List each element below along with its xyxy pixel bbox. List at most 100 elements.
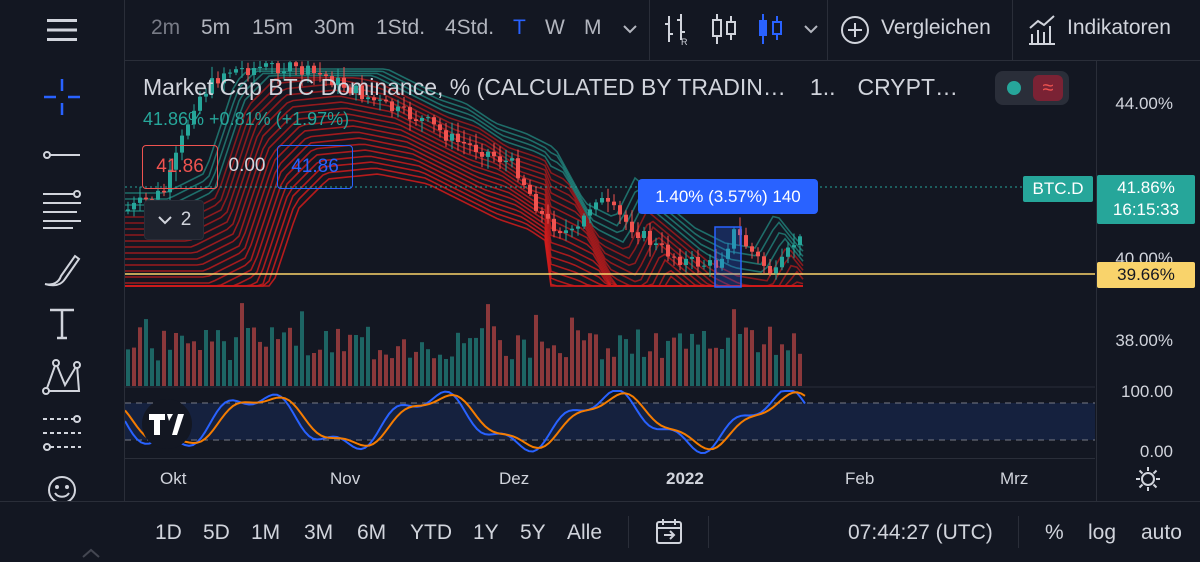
volume-bar [612, 356, 616, 386]
chevron-down-icon[interactable] [802, 22, 820, 36]
candle-body [348, 87, 352, 94]
volume-bar [618, 335, 622, 386]
settings-icon[interactable] [1135, 466, 1161, 492]
volume-bar [282, 332, 286, 386]
candle-body [414, 119, 418, 121]
price-chart[interactable] [125, 61, 1095, 501]
candle-body [762, 256, 766, 266]
volume-bar [396, 346, 400, 386]
measure-box[interactable] [714, 226, 742, 288]
candles-chart-type-icon[interactable] [709, 12, 739, 46]
bar-chart-type-icon[interactable]: R [663, 12, 693, 46]
timeframe-15m[interactable]: 15m [252, 16, 293, 39]
range-3m[interactable]: 3M [304, 521, 334, 544]
volume-bar [630, 353, 634, 386]
candle-body [552, 218, 556, 232]
candle-body [246, 68, 250, 76]
collapse-indicators-button[interactable]: 2 [144, 200, 204, 240]
price-axis[interactable]: 44.00% 40.00% 38.00% 100.00 0.00 41.86% … [1096, 61, 1200, 501]
volume-bar [354, 335, 358, 386]
volume-bar [294, 345, 298, 386]
volume-bar [690, 333, 694, 386]
time-axis[interactable] [125, 458, 1095, 501]
indicators-icon[interactable] [1026, 14, 1058, 46]
candle-body [300, 66, 304, 75]
volume-bar [522, 339, 526, 386]
volume-bar [516, 335, 520, 386]
volume-bar [150, 348, 154, 386]
volume-bar [480, 328, 484, 386]
pattern-tool[interactable] [0, 352, 124, 402]
range-1y[interactable]: 1Y [473, 521, 499, 544]
clock-timezone[interactable]: 07:44:27 (UTC) [848, 521, 993, 544]
indicators-button[interactable]: Indikatoren [1067, 16, 1171, 39]
trend-line-tool[interactable] [0, 130, 124, 180]
candle-body [630, 221, 634, 233]
range-6m[interactable]: 6M [357, 521, 387, 544]
candle-body [606, 198, 610, 202]
volume-bar [168, 349, 172, 386]
fib-retracement-icon [43, 190, 81, 229]
time-tick: Nov [330, 469, 361, 488]
range-1d[interactable]: 1D [155, 521, 182, 544]
volume-bar [336, 328, 340, 386]
log-toggle[interactable]: log [1088, 521, 1117, 544]
volume-bar [420, 342, 424, 386]
range-5y[interactable]: 5Y [520, 521, 546, 544]
candle-body [162, 190, 166, 193]
volume-bar [312, 353, 316, 386]
candle-body [384, 99, 388, 102]
volume-bar [306, 355, 310, 386]
buy-button[interactable]: 41.86 [277, 145, 353, 189]
candle-body [336, 77, 340, 86]
candle-body [600, 198, 604, 203]
sell-button[interactable]: 41.86 [142, 145, 218, 189]
volume-bar [474, 337, 478, 386]
fib-tool[interactable] [0, 185, 124, 235]
crosshair-tool[interactable] [0, 72, 124, 122]
candle-body [726, 248, 730, 259]
candle-body [306, 65, 310, 75]
hollow-candles-icon[interactable] [755, 12, 785, 46]
symbol-title[interactable]: Market Cap BTC Dominance, % (CALCULATED … [143, 74, 959, 100]
volume-bar [144, 319, 148, 386]
timeframe-2m[interactable]: 2m [151, 16, 181, 39]
go-to-date-icon[interactable] [655, 518, 683, 546]
candle-body [660, 243, 664, 245]
status-toggle[interactable]: ≈ [995, 71, 1069, 105]
timeframe-1std[interactable]: 1Std. [376, 16, 426, 39]
volume-bar [456, 332, 460, 386]
candle-body [588, 209, 592, 216]
timeframe-t[interactable]: T [513, 16, 526, 39]
brush-tool[interactable] [0, 245, 124, 295]
candle-body [126, 209, 130, 211]
candle-body [486, 151, 490, 157]
drawing-toolbar [0, 60, 125, 504]
price-tick: 0.00 [1139, 442, 1173, 461]
timeframe-w[interactable]: W [545, 16, 565, 39]
auto-toggle[interactable]: auto [1141, 521, 1182, 544]
timeframe-4std[interactable]: 4Std. [445, 16, 495, 39]
timeframe-5m[interactable]: 5m [201, 16, 231, 39]
chevron-up-icon[interactable] [80, 546, 102, 560]
volume-bar [432, 358, 436, 386]
candle-body [678, 256, 682, 265]
compare-button[interactable]: Vergleichen [881, 16, 991, 39]
text-tool[interactable] [0, 298, 124, 348]
range-1m[interactable]: 1M [251, 521, 281, 544]
range-all[interactable]: Alle [567, 521, 603, 544]
volume-bar [216, 330, 220, 386]
chevron-down-icon[interactable] [621, 22, 639, 36]
projection-tool[interactable] [0, 408, 124, 458]
timeframe-m[interactable]: M [584, 16, 602, 39]
range-ytd[interactable]: YTD [410, 521, 452, 544]
menu-button[interactable] [0, 0, 125, 60]
timeframe-30m[interactable]: 30m [314, 16, 355, 39]
range-5d[interactable]: 5D [203, 521, 230, 544]
candle-body [564, 230, 568, 234]
percent-toggle[interactable]: % [1045, 521, 1064, 544]
plus-circle-icon[interactable] [840, 15, 870, 45]
candle-body [156, 190, 160, 200]
candle-body [240, 68, 244, 70]
ribbon-line [125, 77, 804, 282]
